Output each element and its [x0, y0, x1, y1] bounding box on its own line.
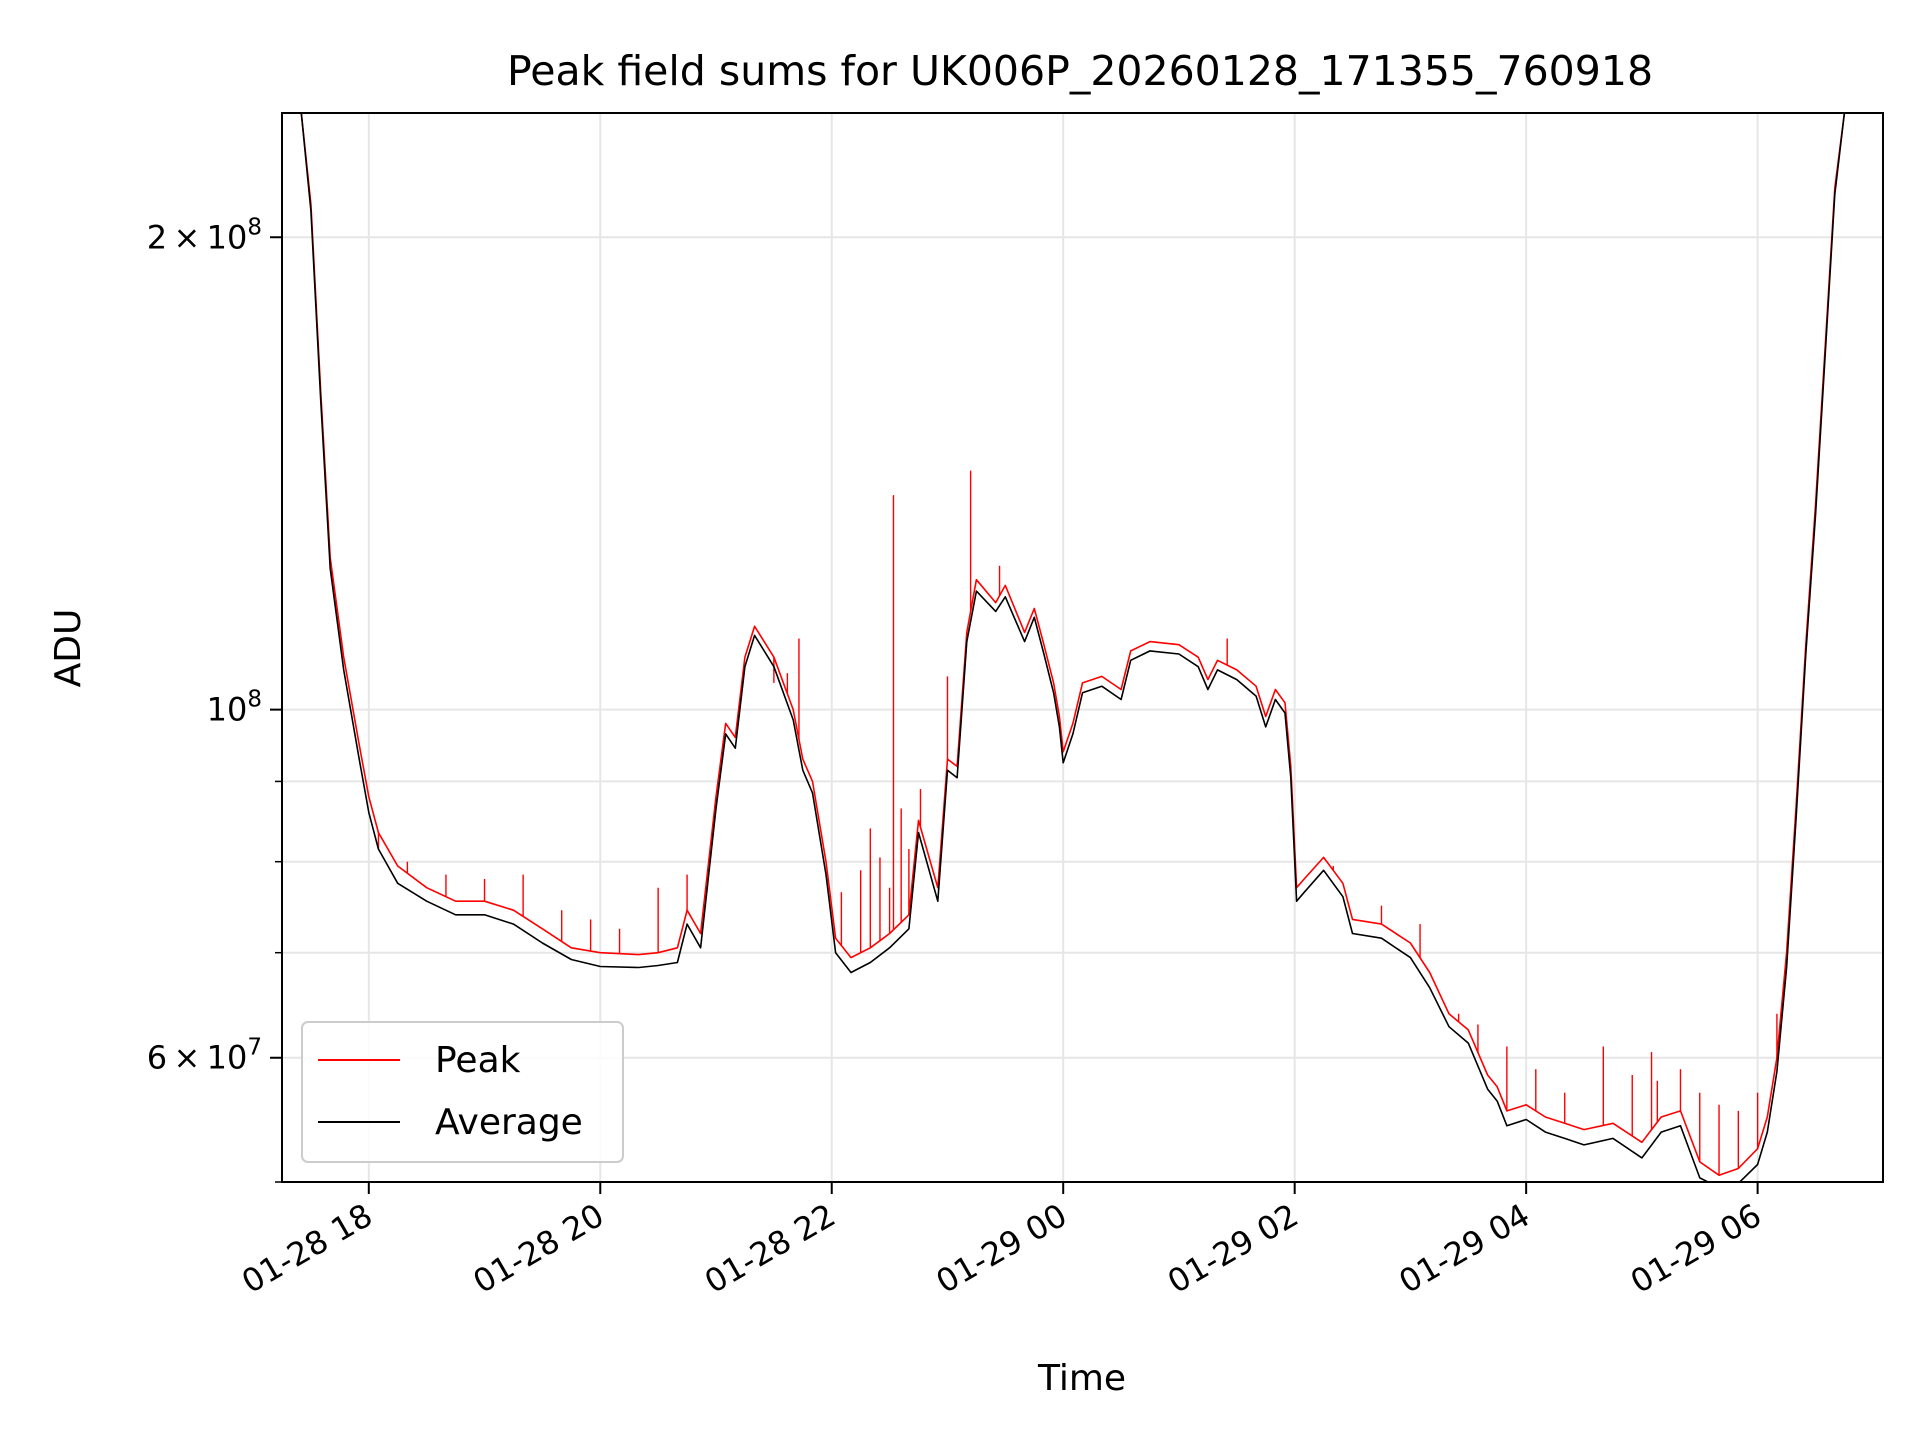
chart-title: Peak field sums for UK006P_20260128_1713… [507, 47, 1653, 95]
plot-frame [281, 112, 1884, 1183]
y-tick-label: 2 × 108 [147, 214, 262, 256]
legend-label-peak: Peak [435, 1040, 521, 1081]
series-layer [282, 113, 1883, 1182]
series-line-average [282, 113, 1883, 1182]
x-axis-label: Time [1037, 1358, 1126, 1399]
legend-label-average: Average [435, 1102, 583, 1143]
legend-box [301, 1021, 624, 1163]
legend: Peak Average [301, 1021, 624, 1163]
y-tick-label: 108 [207, 687, 262, 729]
y-axis-label: ADU [48, 609, 89, 688]
y-tick-label: 6 × 107 [147, 1035, 262, 1077]
series-line-peak [282, 113, 1883, 1176]
